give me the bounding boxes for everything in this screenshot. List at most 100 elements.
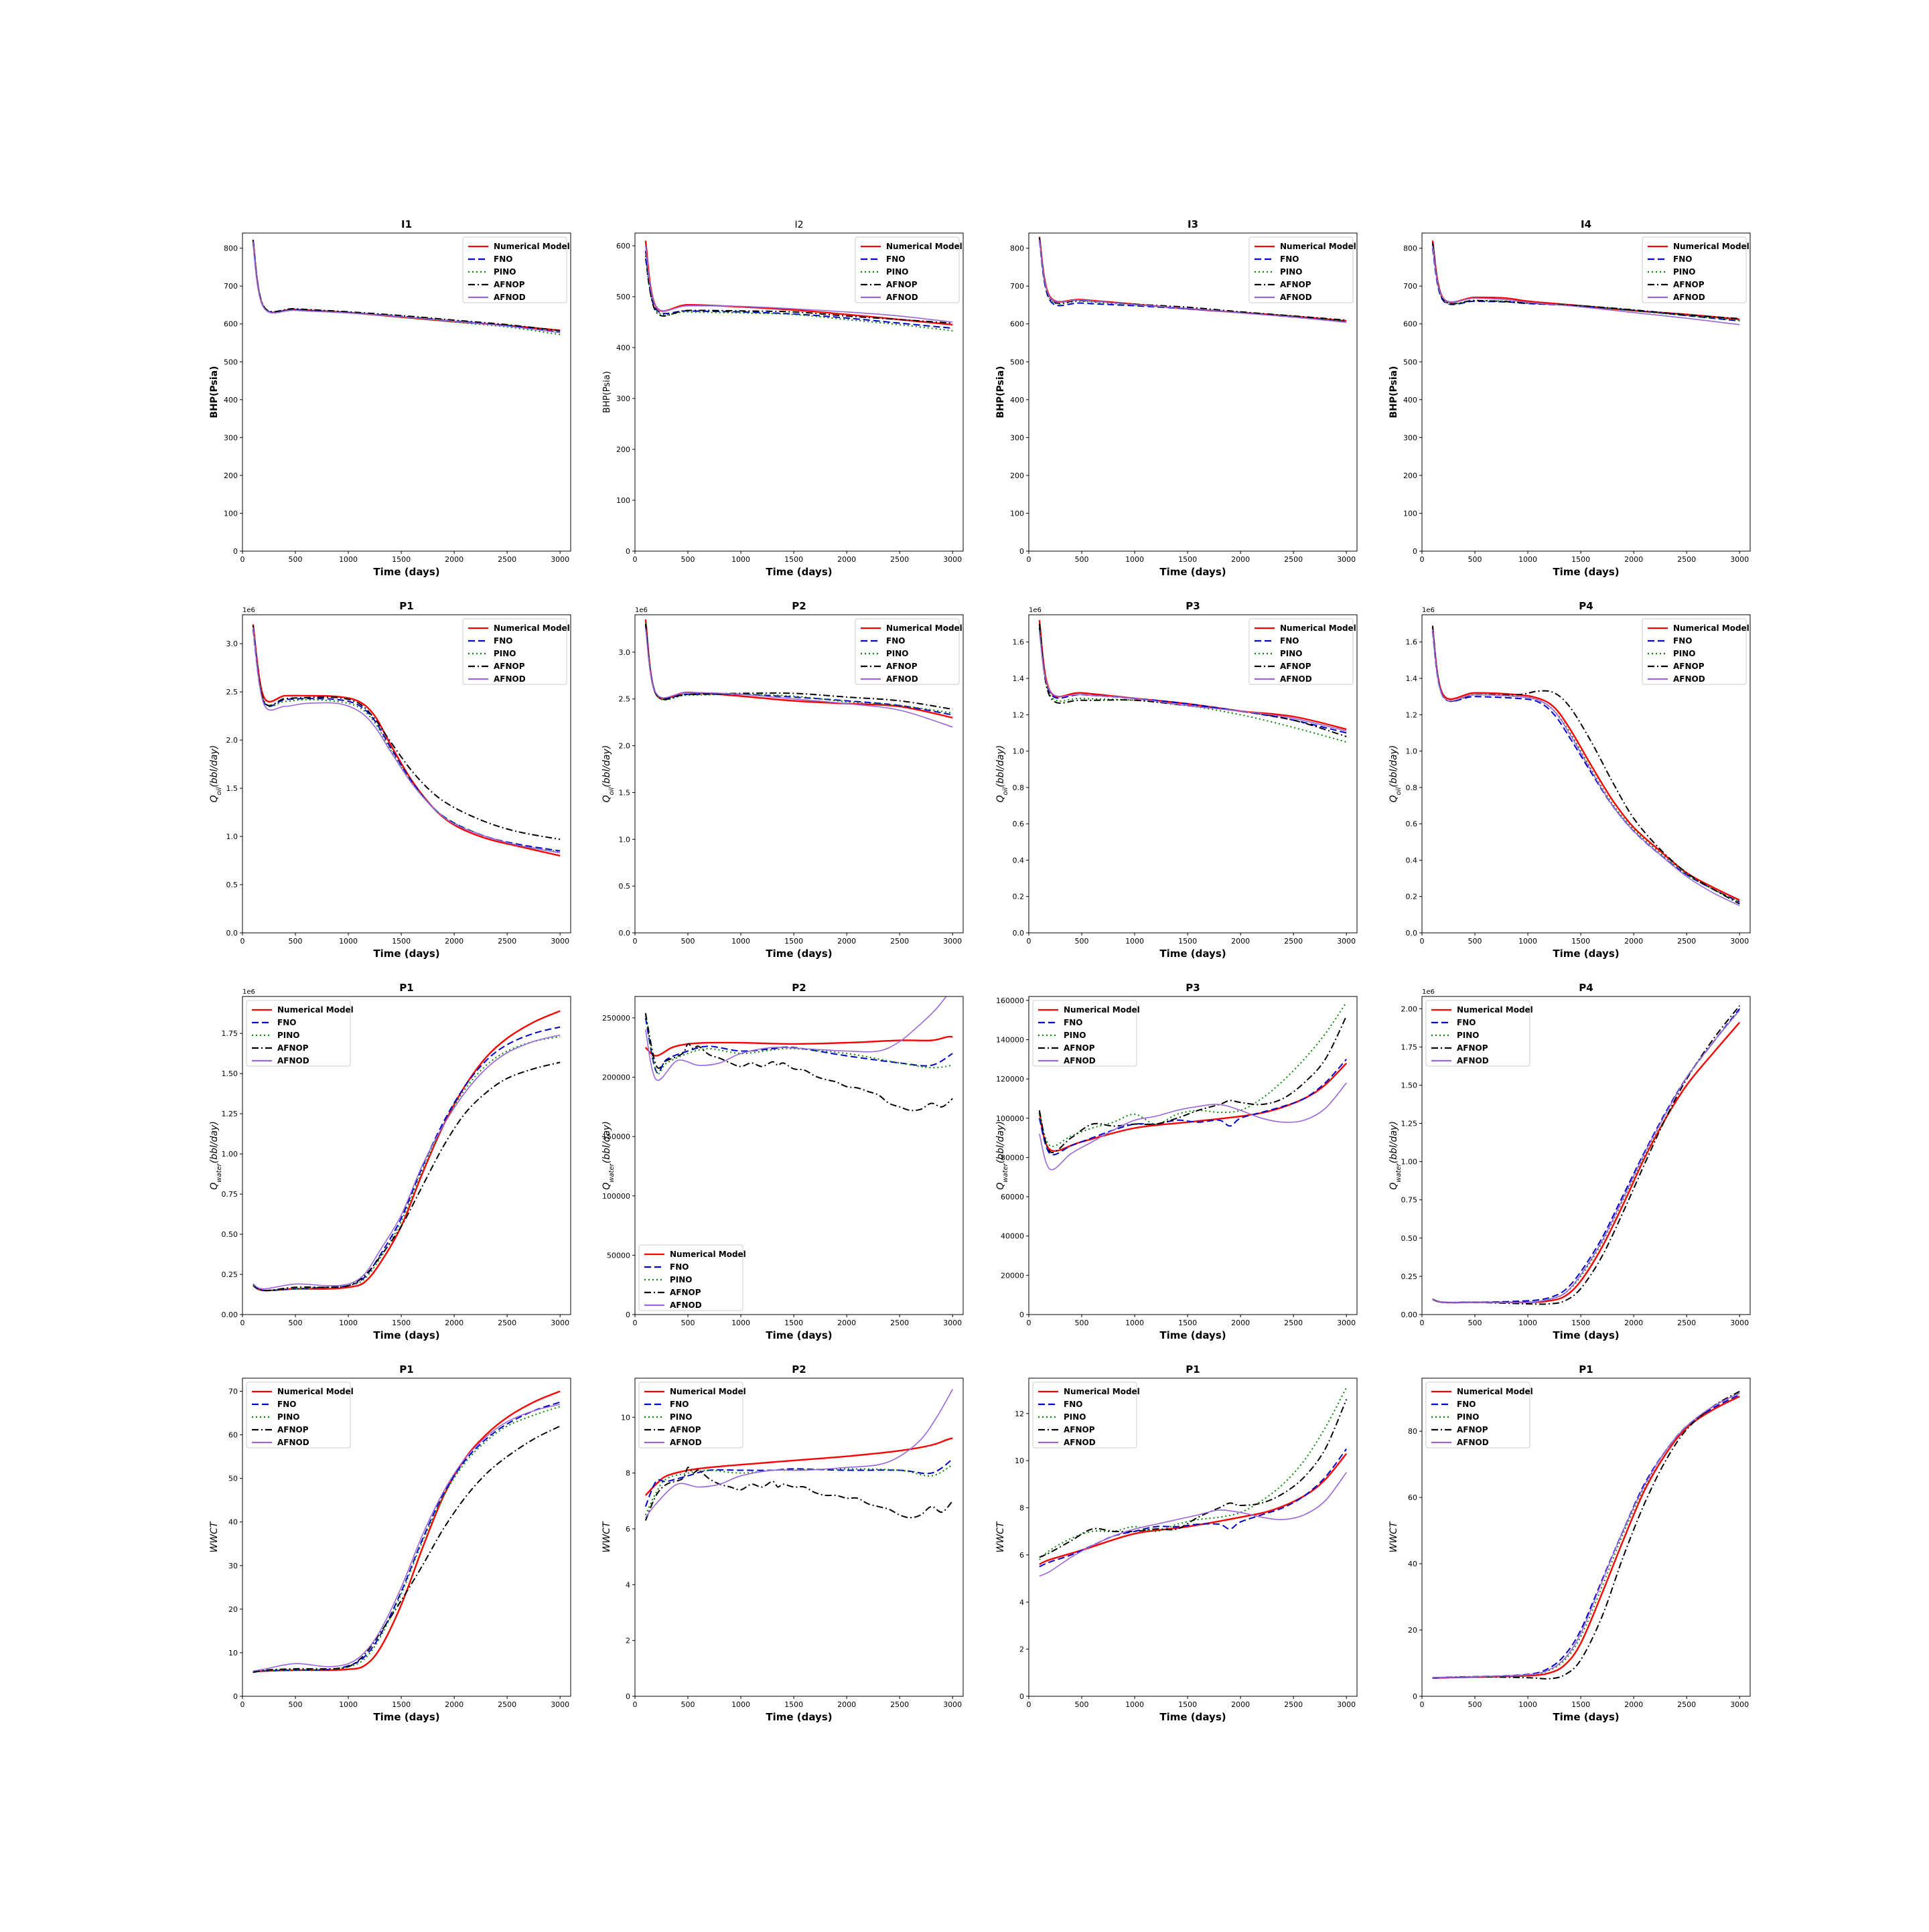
legend-label: FNO	[277, 1018, 296, 1027]
y-tick-label: 250000	[602, 1014, 630, 1023]
chart-panel-15: 0 500 1000 1500 2000 2500 3000 0 2 4 6 8 10 12 P1 Time …	[995, 1363, 1358, 1723]
y-tick-label: 1.50	[1401, 1081, 1418, 1090]
legend-label: AFNOP	[1457, 1425, 1488, 1434]
y-tick-label: 0	[1413, 547, 1417, 556]
legend-label: PINO	[1064, 1031, 1086, 1040]
series-line-pino	[253, 1406, 561, 1674]
y-tick-label: 200	[224, 471, 238, 480]
x-tick-label: 0	[1027, 937, 1031, 946]
legend-label: AFNOP	[494, 662, 525, 671]
x-tick-label: 1500	[784, 555, 803, 564]
legend-box	[1248, 618, 1354, 685]
y-tick-label: 500	[616, 293, 630, 301]
y-tick-label: 600	[1403, 320, 1417, 329]
legend-label: FNO	[494, 636, 512, 646]
x-tick-label: 2000	[837, 1700, 856, 1709]
x-tick-label: 3000	[1337, 1319, 1356, 1327]
x-axis-label: Time (days)	[373, 948, 439, 960]
x-tick-label: 3000	[551, 937, 569, 946]
x-tick-label: 500	[681, 555, 695, 564]
axes-frame	[634, 996, 964, 1315]
series-line-afnop	[1038, 237, 1347, 321]
legend-label: FNO	[670, 1262, 689, 1272]
chart-title: P2	[792, 982, 806, 994]
y-tick-label: 1.0	[619, 835, 631, 844]
legend-box	[1642, 618, 1747, 685]
series-line-afnod	[645, 245, 953, 323]
y-tick-label: 50000	[607, 1251, 630, 1260]
legend-label: AFNOD	[670, 1438, 702, 1447]
y-axis-label: Qwater(bbl/day)	[601, 1121, 616, 1190]
x-tick-label: 1500	[1178, 1319, 1197, 1327]
axes-frame	[242, 232, 571, 552]
x-tick-label: 0	[1027, 1319, 1031, 1327]
legend-box	[1032, 1382, 1137, 1448]
series-line-fno	[1038, 627, 1347, 734]
chart-panel-11: 0 500 1000 1500 2000 2500 3000 0 20000 40000 60000…	[995, 982, 1358, 1341]
y-tick-label: 20000	[1001, 1271, 1024, 1280]
x-axis-label: Time (days)	[1553, 1711, 1619, 1723]
x-tick-label: 2500	[890, 1319, 909, 1327]
y-tick-label: 20	[1408, 1626, 1417, 1635]
x-tick-label: 0	[240, 555, 245, 564]
legend-label: FNO	[886, 254, 905, 264]
y-tick-label: 600	[224, 320, 238, 329]
legend-label: AFNOD	[1280, 293, 1312, 302]
x-tick-label: 3000	[1337, 555, 1356, 564]
x-tick-label: 1000	[1125, 1319, 1144, 1327]
x-axis-label: Time (days)	[766, 1711, 832, 1723]
axes-frame	[1421, 232, 1751, 552]
x-tick-label: 3000	[551, 1700, 569, 1709]
legend-label: Numerical Model	[1457, 1387, 1533, 1396]
legend: Numerical Model FNO PINO AFNOP AFNOD	[1425, 1000, 1533, 1067]
series-line-pino	[644, 1015, 953, 1075]
y-axis-label: WWCT	[209, 1521, 220, 1552]
y-tick-label: 6	[1019, 1551, 1024, 1560]
series-group	[252, 240, 561, 336]
x-axis-label: Time (days)	[373, 566, 439, 578]
chart-title: P4	[1579, 600, 1593, 612]
x-tick-label: 2500	[1284, 1319, 1303, 1327]
legend-label: AFNOD	[277, 1056, 309, 1065]
x-tick-label: 1000	[1518, 555, 1537, 564]
y-tick-label: 0.4	[1013, 856, 1025, 865]
legend-label: AFNOD	[1673, 293, 1705, 302]
series-group	[1431, 625, 1740, 907]
y-tick-label: 0	[1019, 1311, 1024, 1319]
y-axis-label: WWCT	[1388, 1521, 1399, 1552]
series-line-afnod	[1432, 246, 1740, 325]
y-tick-label: 0.0	[226, 929, 238, 938]
x-tick-label: 2000	[1231, 1319, 1250, 1327]
series-line-fno	[1431, 631, 1740, 903]
x-tick-label: 1000	[339, 1700, 358, 1709]
series-line-afnop	[1038, 1015, 1348, 1153]
x-tick-label: 0	[1420, 937, 1425, 946]
legend-label: PINO	[494, 267, 516, 277]
legend-label: AFNOD	[886, 293, 918, 302]
chart-title: P1	[399, 600, 413, 612]
legend: Numerical Model FNO PINO AFNOP AFNOD	[1425, 1382, 1533, 1448]
x-tick-label: 2000	[1231, 555, 1250, 564]
y-tick-label: 200	[616, 445, 630, 454]
legend-label: PINO	[670, 1275, 693, 1284]
chart-title: I1	[401, 218, 412, 230]
chart-title: P1	[399, 982, 413, 994]
y-offset-label: 1e6	[242, 988, 255, 996]
series-line-fno	[644, 258, 953, 329]
axes-frame	[1028, 232, 1358, 552]
y-tick-label: 200	[1010, 471, 1024, 480]
x-tick-label: 2500	[1677, 1700, 1696, 1709]
legend: Numerical Model FNO PINO AFNOP AFNOD	[1032, 1000, 1140, 1067]
x-tick-label: 1500	[784, 1700, 803, 1709]
axes-frame	[1028, 614, 1358, 934]
series-line-afnop	[644, 1467, 953, 1521]
y-tick-label: 50	[228, 1475, 238, 1483]
series-line-fno	[253, 1401, 561, 1674]
legend: Numerical Model FNO PINO AFNOP AFNOD	[1642, 236, 1749, 303]
x-tick-label: 500	[1075, 937, 1089, 946]
y-tick-label: 100000	[602, 1192, 630, 1201]
legend-label: Numerical Model	[1280, 623, 1356, 633]
y-tick-label: 8	[1019, 1504, 1024, 1513]
legend-label: Numerical Model	[670, 1387, 746, 1396]
x-tick-label: 2500	[498, 1319, 516, 1327]
